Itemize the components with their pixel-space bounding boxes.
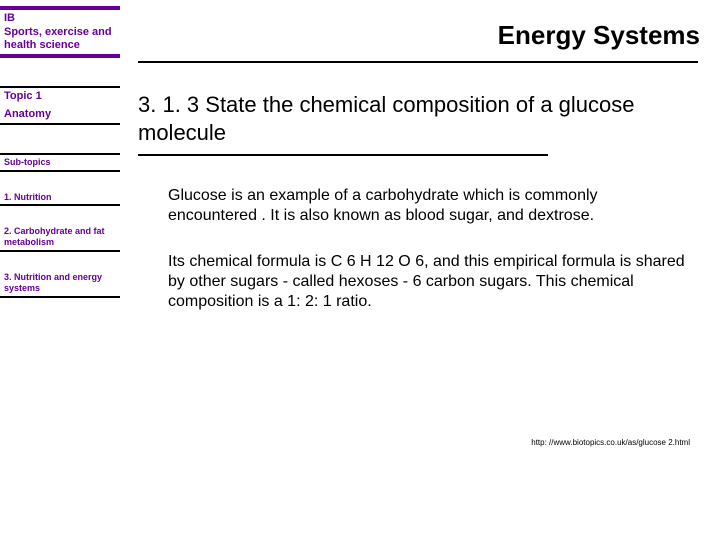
- sidebar-item[interactable]: 3. Nutrition and energy systems: [0, 270, 130, 298]
- body-paragraph: Glucose is an example of a carbohydrate …: [138, 186, 718, 226]
- sidebar-item[interactable]: 2. Carbohydrate and fat metabolism: [0, 224, 130, 252]
- section-title: 3. 1. 3 State the chemical composition o…: [138, 63, 718, 154]
- body-paragraph: Its chemical formula is C 6 H 12 O 6, an…: [138, 252, 718, 312]
- sidebar-subtopics-label: Sub-topics: [0, 155, 130, 170]
- main-content: Energy Systems 3. 1. 3 State the chemica…: [138, 0, 718, 540]
- sidebar-divider: [0, 204, 120, 206]
- sidebar-item-label: 3. Nutrition and energy systems: [0, 270, 130, 296]
- sidebar: IB Sports, exercise and health science T…: [0, 0, 130, 540]
- sidebar-item[interactable]: 1. Nutrition: [0, 190, 130, 207]
- sidebar-divider: [0, 250, 120, 252]
- footer-source-link[interactable]: http: //www.biotopics.co.uk/as/glucose 2…: [531, 438, 690, 447]
- sidebar-ib-label: IB: [0, 10, 130, 24]
- sidebar-item-label: 1. Nutrition: [0, 190, 130, 205]
- sidebar-item-label: 2. Carbohydrate and fat metabolism: [0, 224, 130, 250]
- sidebar-divider: [0, 123, 120, 125]
- sidebar-divider: [0, 54, 120, 58]
- section-underline: [138, 154, 548, 156]
- sidebar-divider: [0, 170, 120, 172]
- title-row: Energy Systems: [138, 0, 718, 61]
- sidebar-topic-block: Topic 1 Anatomy: [0, 86, 130, 124]
- sidebar-topic-num: Topic 1: [0, 88, 130, 105]
- page-title: Energy Systems: [498, 20, 700, 50]
- sidebar-course-label: Sports, exercise and health science: [0, 24, 130, 54]
- sidebar-topic-name: Anatomy: [0, 106, 130, 123]
- sidebar-course-block: IB Sports, exercise and health science: [0, 6, 130, 58]
- sidebar-subtopics-block: Sub-topics: [0, 153, 130, 172]
- sidebar-divider: [0, 296, 120, 298]
